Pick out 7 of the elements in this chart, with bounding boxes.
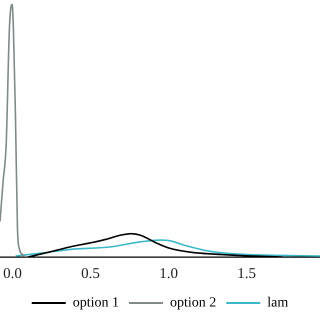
- x-tick-label: 1.0: [159, 266, 178, 282]
- x-tick-label: 1.5: [237, 266, 256, 282]
- x-tick-label: 0.5: [81, 266, 100, 282]
- legend-label: lam: [267, 296, 288, 311]
- legend-label: option 2: [170, 296, 216, 311]
- x-tick-label: 0.0: [3, 266, 22, 282]
- legend-label: option 1: [72, 296, 120, 311]
